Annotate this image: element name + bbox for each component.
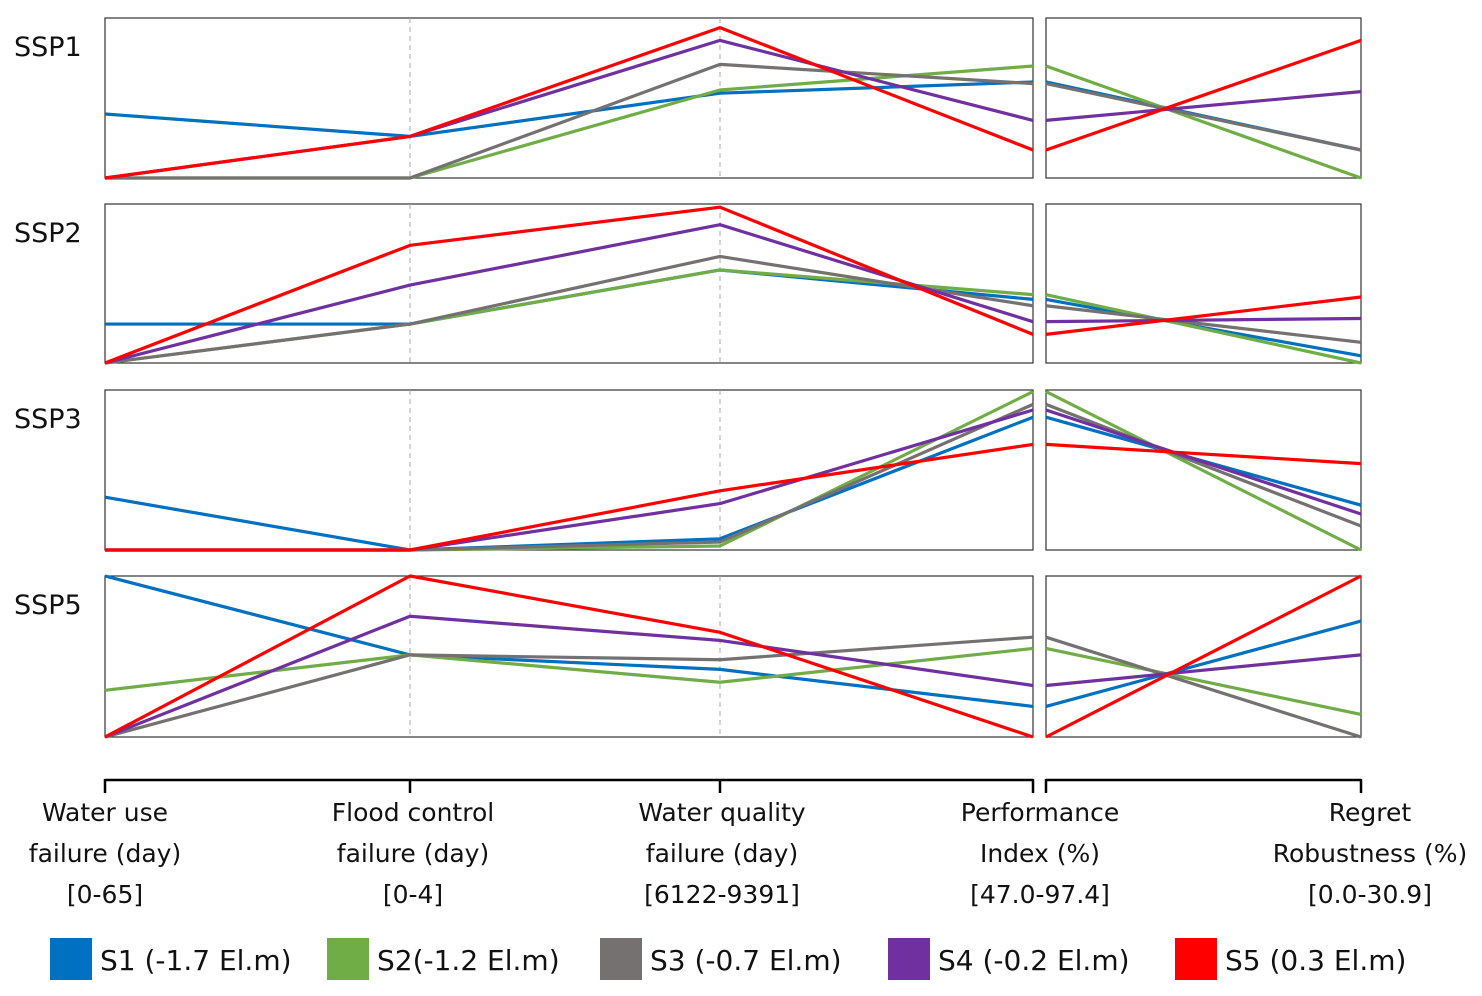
- panel-ssp3: SSP3: [14, 389, 1362, 552]
- regret-line-s5: [1045, 38, 1362, 152]
- panel-ssp2: SSP2: [14, 203, 1362, 365]
- axis-label: Robustness (%): [1273, 839, 1468, 868]
- axis-label: [6122-9391]: [644, 880, 800, 909]
- series-line-s4: [104, 614, 1034, 739]
- series-line-s5: [104, 26, 1034, 180]
- regret-line-s3: [1045, 82, 1362, 152]
- series-line-s3: [105, 62, 1034, 180]
- panel-title: SSP5: [14, 590, 82, 621]
- regret-line-s4: [1045, 316, 1362, 324]
- regret-line-s3: [1045, 635, 1362, 739]
- regret-line-s2: [1045, 64, 1362, 180]
- regret-line-s2: [1045, 293, 1362, 365]
- legend-label-s1: S1 (-1.7 El.m): [100, 944, 292, 977]
- axis-label: Index (%): [980, 839, 1100, 868]
- right-panel-frame: [1045, 203, 1362, 364]
- axis-label: [0-4]: [383, 880, 443, 909]
- axis-label: Performance: [961, 798, 1119, 827]
- panel-ssp1: SSP1: [14, 17, 1362, 180]
- series-line-s3: [104, 254, 1034, 365]
- legend-swatch-s4: [888, 938, 930, 980]
- regret-line-s5: [1045, 442, 1362, 466]
- regret-line-s5: [1045, 574, 1362, 739]
- axis-label: [47.0-97.4]: [970, 880, 1110, 909]
- left-panel-frame: [104, 17, 1034, 179]
- axis-label: failure (day): [646, 839, 798, 868]
- panel-title: SSP2: [14, 218, 82, 249]
- panel-title: SSP1: [14, 32, 82, 63]
- axis-label: [0-65]: [67, 880, 143, 909]
- regret-line-s3: [1045, 402, 1362, 528]
- series-line-s4: [104, 223, 1034, 365]
- series-line-s5: [105, 442, 1034, 552]
- series-line-s5: [104, 205, 1034, 365]
- regret-line-s3: [1045, 304, 1362, 344]
- series-line-s2: [104, 646, 1034, 692]
- legend-swatch-s3: [600, 938, 642, 980]
- legend-label-s2: S2(-1.2 El.m): [377, 944, 560, 977]
- axis-label: Water quality: [638, 798, 806, 827]
- regret-line-s4: [1045, 408, 1362, 516]
- legend-swatch-s1: [50, 938, 92, 980]
- legend-label-s4: S4 (-0.2 El.m): [938, 944, 1130, 977]
- axis-label: Regret: [1329, 798, 1412, 827]
- legend-label-s3: S3 (-0.7 El.m): [650, 944, 842, 977]
- axis-label: failure (day): [337, 839, 489, 868]
- legend-swatch-s5: [1175, 938, 1217, 980]
- axis-label: [0.0-30.9]: [1308, 880, 1432, 909]
- legend-swatch-s2: [327, 938, 369, 980]
- panel-title: SSP3: [14, 404, 82, 435]
- legend-label-s5: S5 (0.3 El.m): [1225, 944, 1406, 977]
- regret-line-s2: [1045, 390, 1362, 552]
- panel-ssp5: SSP5: [14, 574, 1362, 739]
- regret-line-s5: [1045, 295, 1362, 336]
- series-line-s3: [104, 635, 1034, 739]
- regret-line-s2: [1045, 646, 1362, 717]
- right-panel-frame: [1045, 17, 1362, 179]
- axis-label: failure (day): [29, 839, 181, 868]
- regret-line-s1: [1045, 619, 1362, 708]
- series-line-s5: [104, 574, 1034, 739]
- axis-label: Water use: [42, 798, 168, 827]
- regret-line-s4: [1045, 653, 1362, 688]
- series-line-s1: [104, 574, 1034, 708]
- regret-line-s4: [1045, 90, 1362, 122]
- axis-label: Flood control: [332, 798, 494, 827]
